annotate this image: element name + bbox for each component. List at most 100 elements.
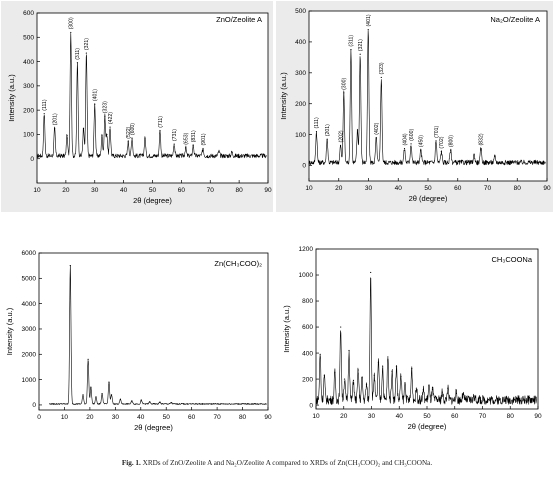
chart-2-x-tick-label: 90	[543, 185, 551, 192]
chart-2-peak-72-5-point	[494, 155, 496, 157]
chart-1-y-tick-label: 200	[23, 107, 34, 114]
chart-3-x-axis-label: 2θ (degree)	[134, 423, 173, 432]
chart-1-y-tick-label: 300	[23, 83, 34, 90]
chart-3-peak-27-5-point	[108, 381, 110, 383]
chart-4-group: 10 20 30 40 50 60 70 80 90 0 200 400 600 800 1000 1200 2…	[282, 246, 542, 431]
chart-1-peak-41-6-point	[127, 141, 129, 143]
chart-1-peak-34-2-point	[106, 133, 108, 136]
chart-2-group: 10 20 30 40 50 60 70 80 90 0 100 200 300 400 500 2θ (de…	[279, 8, 551, 203]
chart-2-x-tick-label: 30	[365, 185, 373, 192]
chart-1-hkl-label-831: (831)	[191, 130, 197, 142]
chart-1-peak-73-point	[218, 150, 220, 153]
chart-4-peak-29-7-point	[370, 271, 372, 274]
chart-1-hkl-label-311: (311)	[75, 48, 81, 60]
chart-2-series-line	[308, 30, 546, 166]
chart-1-hkl-label-522: (522)	[126, 126, 132, 138]
chart-1-peak-24-point	[76, 62, 79, 64]
chart-2-peak-27-2-point	[359, 53, 361, 55]
chart-2-x-tick-label: 40	[395, 185, 403, 192]
chart-2-peak-42-1-point	[403, 147, 406, 150]
chart-2-hkl-label-311: (311)	[349, 35, 355, 47]
chart-4-peak-55-5-point	[441, 391, 443, 393]
chart-4-peak-11-5-point	[319, 353, 321, 355]
chart-1-peak-32-5-point	[101, 135, 103, 137]
chart-1-hkl-label-300: (300)	[69, 17, 75, 29]
chart-4-peak-23-5-point	[352, 379, 355, 381]
chart-1-hkl-label-711: (711)	[158, 116, 164, 128]
chart-2-peak-67-8-point	[480, 147, 482, 150]
chart-2-y-tick-label: 300	[295, 70, 306, 77]
chart-1-group: 10 20 30 40 50 60 70 80 90 0 100 200 300 400 500 600 2θ …	[7, 10, 272, 205]
chart-1-hkl-label-600: (600)	[130, 123, 136, 135]
chart-4-peak-13-point	[323, 374, 325, 376]
chart-3-x-tick-label: 40	[137, 414, 145, 421]
chart-4-x-tick-label: 30	[368, 413, 376, 420]
chart-1-y-tick-label: 100	[23, 132, 34, 139]
chart-3-peak-47-5-point	[159, 401, 161, 403]
chart-1-peak-27-1-point	[85, 52, 87, 54]
chart-2-hkl-label-401: (401)	[366, 14, 372, 26]
chart-1-x-tick-label: 40	[120, 187, 128, 194]
chart-2-peak-52-7-point	[435, 140, 437, 142]
chart-4-x-tick-label: 70	[479, 413, 487, 420]
chart-3-title: Zn(CH₃COO)₂	[214, 259, 262, 268]
chart-1-x-tick-label: 90	[264, 187, 272, 194]
chart-2-peak-26-3-point	[356, 129, 359, 131]
chart-1-y-axis-label: Intensity (a.u.)	[7, 74, 16, 122]
chart-2-peak-24-1-point	[350, 49, 352, 51]
chart-4-y-tick-label: 1000	[299, 272, 314, 279]
chart-2-y-tick-label: 200	[295, 101, 306, 108]
caption-label: Fig. 1.	[121, 459, 141, 467]
chart-1-peak-16-1-point	[54, 127, 56, 129]
chart-2-peak-54-5-point	[440, 151, 442, 153]
chart-1-peak-35-3-point	[109, 126, 111, 128]
chart-2-x-tick-label: 80	[514, 185, 522, 192]
chart-4-peak-35-9-point	[387, 356, 389, 358]
chart-4-peak-20-3-point	[343, 378, 346, 380]
chart-4-y-tick-label: 200	[302, 376, 313, 383]
chart-1-peak-64-1-point	[192, 144, 194, 146]
chart-4-peak-60-5-point	[455, 392, 457, 394]
chart-2-y-axis-label: Intensity (a.u.)	[279, 72, 288, 120]
chart-3-peak-20-4-point	[90, 386, 92, 388]
chart-2-hkl-label-701: (701)	[434, 125, 440, 137]
chart-3-x-tick-label: 60	[188, 414, 196, 421]
chart-3-x-tick-label: 80	[239, 414, 247, 421]
chart-3-y-tick-label: 3000	[22, 326, 37, 333]
chart-2-x-tick-label: 20	[335, 185, 343, 192]
chart-4-peak-40-6-point	[400, 375, 402, 378]
chart-1-peak-61-5-point	[185, 147, 187, 149]
chart-4-peak-67-point	[473, 395, 475, 397]
chart-2-y-tick-label: 100	[295, 132, 306, 139]
chart-1-peak-77-5-point	[231, 151, 233, 153]
chart-4-x-tick-label: 40	[396, 413, 404, 420]
chart-1-x-tick-label: 30	[91, 187, 99, 194]
chart-1-y-tick-label: 0	[30, 156, 34, 163]
chart-2-x-tick-label: 10	[305, 185, 313, 192]
chart-4-peak-28-2-point	[365, 383, 368, 385]
chart-4-x-tick-label: 20	[340, 413, 348, 420]
chart-2-x-tick-label: 70	[484, 185, 492, 192]
chart-3-x-tick-label: 90	[264, 414, 272, 421]
chart-3-y-tick-label: 2000	[22, 351, 37, 358]
chart-3-peak-19-3-point	[87, 358, 89, 360]
chart-4-peak-31-point	[373, 374, 375, 376]
chart-4-plot-frame	[315, 248, 539, 410]
chart-1-peak-47-4-point	[144, 137, 146, 139]
chart-4-x-tick-label: 50	[423, 413, 431, 420]
chart-4-peak-52-point	[431, 388, 434, 391]
chart-1-peak-12-5-point	[43, 113, 45, 115]
chart-2-peak-57-6-point	[450, 149, 452, 151]
chart-4-peak-21-9-point	[348, 349, 350, 352]
chart-2-peak-47-6-point	[420, 149, 422, 151]
chart-1-hkl-label-323: (323)	[103, 101, 109, 113]
chart-2-x-axis-label: 2θ (degree)	[409, 194, 448, 203]
chart-2-hkl-label-321: (321)	[358, 39, 364, 51]
chart-2-hkl-label-702: (702)	[439, 136, 445, 148]
chart-3-peak-17-3-point	[82, 394, 84, 396]
chart-4-peak-26-6-point	[361, 377, 363, 379]
chart-3-x-tick-label: 50	[163, 414, 171, 421]
chart-1-peak-57-5-point	[173, 143, 175, 145]
chart-2-peak-20-6-point	[339, 144, 342, 147]
chart-2-y-tick-label: 0	[302, 163, 306, 170]
